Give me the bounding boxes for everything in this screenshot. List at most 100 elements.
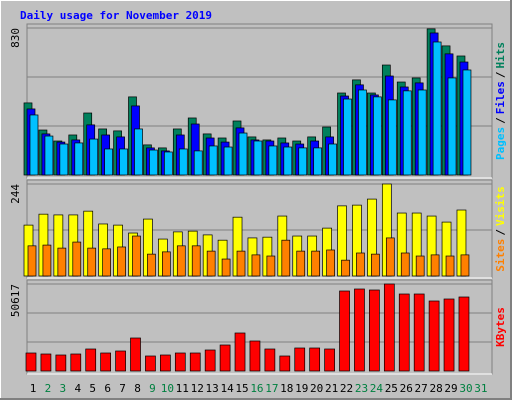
x-tick-label: 26 xyxy=(400,382,413,395)
legend-entry: Files xyxy=(494,81,507,114)
bar xyxy=(57,247,67,277)
bar xyxy=(221,258,231,277)
bar xyxy=(266,255,276,277)
bar xyxy=(191,245,201,277)
bar xyxy=(164,151,173,176)
bar xyxy=(343,98,352,176)
legend-entry: Pages xyxy=(494,127,507,160)
x-tick-label: 4 xyxy=(74,382,81,395)
bar xyxy=(74,142,84,176)
x-tick-label: 7 xyxy=(119,382,126,395)
bar xyxy=(149,149,158,176)
x-tick-label: 2 xyxy=(45,382,52,395)
bar xyxy=(413,293,425,372)
bar xyxy=(89,138,99,176)
bar xyxy=(44,135,54,176)
bar xyxy=(25,352,37,372)
bar xyxy=(281,239,291,277)
bar xyxy=(268,145,278,176)
bar xyxy=(174,352,186,372)
x-tick-label: 30 xyxy=(459,382,472,395)
x-tick-label: 8 xyxy=(134,382,141,395)
bar xyxy=(400,252,410,277)
bar xyxy=(70,353,82,372)
bar xyxy=(234,332,246,372)
x-tick-label: 3 xyxy=(60,382,67,395)
y-tick-label: 830 xyxy=(9,28,22,48)
legend-entry: Sites xyxy=(494,239,507,272)
bar xyxy=(326,249,335,277)
bar xyxy=(40,353,52,372)
bar xyxy=(87,247,97,277)
x-tick-label: 16 xyxy=(250,382,263,395)
bar xyxy=(417,89,427,176)
bar xyxy=(85,348,97,372)
bar xyxy=(354,288,365,372)
x-tick-label: 5 xyxy=(89,382,96,395)
bar xyxy=(29,114,39,176)
legend: Sites / Visits xyxy=(494,186,507,272)
x-tick-label: 10 xyxy=(161,382,174,395)
x-tick-label: 29 xyxy=(444,382,457,395)
y-tick-label: 50617 xyxy=(9,284,22,317)
legend-entry: Hits xyxy=(494,42,507,69)
bar xyxy=(253,140,263,176)
x-tick-label: 11 xyxy=(176,382,189,395)
x-tick-label: 25 xyxy=(385,382,398,395)
chart-title: Daily usage for November 2019 xyxy=(20,9,212,22)
bar xyxy=(385,237,395,277)
x-tick-label: 24 xyxy=(370,382,384,395)
bar xyxy=(132,235,141,277)
bar xyxy=(369,289,380,372)
x-tick-label: 1 xyxy=(30,382,37,395)
bar xyxy=(59,143,69,176)
bar xyxy=(294,347,306,372)
bar xyxy=(223,146,233,176)
bar xyxy=(55,354,67,372)
x-tick-label: 19 xyxy=(295,382,308,395)
x-tick-label: 18 xyxy=(280,382,293,395)
x-tick-label: 20 xyxy=(310,382,323,395)
bar xyxy=(134,128,143,176)
legend-entry: KBytes xyxy=(494,307,507,347)
legend: KBytes xyxy=(494,307,507,347)
x-tick-label: 21 xyxy=(325,382,338,395)
bar xyxy=(432,41,442,176)
bar xyxy=(415,255,425,277)
bar xyxy=(313,147,323,176)
bar xyxy=(458,296,470,372)
bar xyxy=(189,352,201,372)
bar xyxy=(398,293,410,372)
bar xyxy=(356,252,365,277)
bar xyxy=(358,89,367,176)
x-tick-label: 13 xyxy=(206,382,219,395)
x-tick-label: 17 xyxy=(265,382,278,395)
bar xyxy=(430,254,440,277)
bar xyxy=(119,148,128,176)
x-tick-label: 12 xyxy=(191,382,204,395)
x-tick-label: 22 xyxy=(340,382,353,395)
bar xyxy=(147,253,156,277)
bar xyxy=(328,143,337,176)
bar xyxy=(117,246,126,277)
bar xyxy=(100,352,112,372)
bar xyxy=(264,348,276,372)
bar xyxy=(445,255,455,277)
legend-entry: Visits xyxy=(494,186,507,226)
bar xyxy=(160,354,171,372)
bar xyxy=(42,244,52,277)
bar xyxy=(462,69,472,176)
bar xyxy=(251,254,261,277)
legend: Pages / Files / Hits xyxy=(494,42,507,160)
bar xyxy=(115,350,126,372)
legend-separator: / xyxy=(494,71,507,78)
legend-separator: / xyxy=(494,229,507,236)
bar xyxy=(102,248,112,277)
bar xyxy=(27,245,37,277)
x-tick-label: 27 xyxy=(415,382,428,395)
bar xyxy=(383,283,395,372)
legend-separator: / xyxy=(494,117,507,124)
bar xyxy=(309,347,321,372)
